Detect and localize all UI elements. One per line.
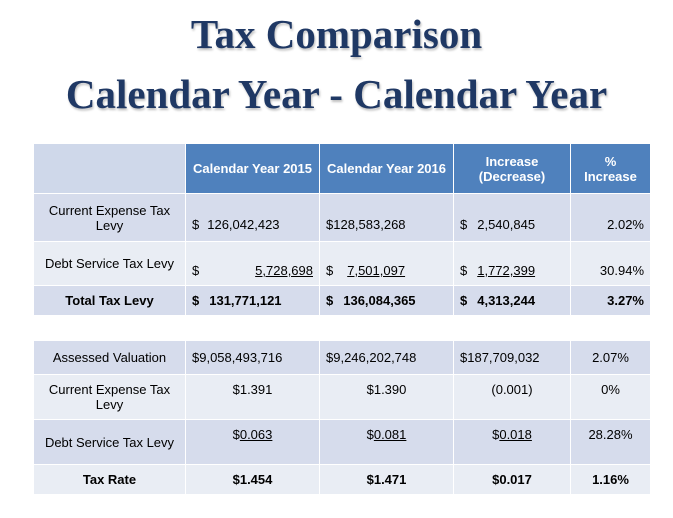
increase-cell: (0.001) bbox=[454, 375, 571, 420]
cy2015-cell: $1.454 bbox=[186, 465, 320, 495]
cy2015-cell: $9,058,493,716 bbox=[186, 341, 320, 375]
currency-symbol: $ bbox=[326, 293, 334, 308]
cy2016-cell: $0.081 bbox=[320, 420, 454, 465]
row-label: Total Tax Levy bbox=[34, 286, 186, 316]
cy2015-cell: $131,771,121 bbox=[186, 286, 320, 316]
amount-value: 0.018 bbox=[499, 427, 532, 442]
amount-value: 4,313,244 bbox=[477, 293, 536, 308]
currency-symbol: $ bbox=[232, 427, 240, 442]
pct-value: 30.94% bbox=[599, 263, 644, 278]
row-label: Debt Service Tax Levy bbox=[34, 420, 186, 465]
table-row: Debt Service Tax Levy $0.063 $0.081 $0.0… bbox=[34, 420, 651, 465]
currency-symbol: $ bbox=[192, 293, 200, 308]
cy2016-cell: $136,084,365 bbox=[320, 286, 454, 316]
amount-value: 2,540,845 bbox=[477, 217, 536, 232]
increase-cell: $2,540,845 bbox=[454, 194, 571, 242]
row-label: Current Expense Tax Levy bbox=[34, 194, 186, 242]
cy2016-cell: $1.471 bbox=[320, 465, 454, 495]
amount-value: 131,771,121 bbox=[209, 293, 282, 308]
pct-cell: 30.94% bbox=[571, 242, 651, 286]
amount-value: 0.081 bbox=[373, 427, 407, 442]
currency-symbol: $ bbox=[366, 427, 374, 442]
currency-symbol: $ bbox=[326, 263, 334, 278]
cy2016-cell: $7,501,097 bbox=[320, 242, 454, 286]
increase-cell: $1,772,399 bbox=[454, 242, 571, 286]
increase-cell: $0.017 bbox=[454, 465, 571, 495]
header-increase: Increase (Decrease) bbox=[454, 144, 571, 194]
cy2015-cell: $5,728,698 bbox=[186, 242, 320, 286]
table-row: Debt Service Tax Levy $5,728,698 $7,501,… bbox=[34, 242, 651, 286]
header-pct-increase: % Increase bbox=[571, 144, 651, 194]
pct-cell: 2.07% bbox=[571, 341, 651, 375]
table-row-total: Tax Rate $1.454 $1.471 $0.017 1.16% bbox=[34, 465, 651, 495]
row-label: Debt Service Tax Levy bbox=[34, 242, 186, 286]
pct-cell: 1.16% bbox=[571, 465, 651, 495]
cy2015-cell: $1.391 bbox=[186, 375, 320, 420]
row-label: Current Expense Tax Levy bbox=[34, 375, 186, 420]
pct-cell: 28.28% bbox=[571, 420, 651, 465]
currency-symbol: $ bbox=[460, 263, 468, 278]
cy2016-cell: $1.390 bbox=[320, 375, 454, 420]
pct-value: 2.02% bbox=[607, 217, 644, 232]
header-cy2016: Calendar Year 2016 bbox=[320, 144, 454, 194]
amount-value: 7,501,097 bbox=[347, 263, 406, 278]
tax-levy-table: Calendar Year 2015 Calendar Year 2016 In… bbox=[34, 144, 651, 316]
amount-value: 126,042,423 bbox=[207, 217, 280, 232]
tax-rate-table: Assessed Valuation $9,058,493,716 $9,246… bbox=[34, 341, 651, 495]
header-blank-cell bbox=[34, 144, 186, 194]
slide-title-line-1: Tax Comparison bbox=[190, 11, 483, 57]
currency-symbol: $ bbox=[192, 263, 200, 278]
amount-value: 5,728,698 bbox=[255, 263, 313, 278]
pct-cell: 3.27% bbox=[571, 286, 651, 316]
currency-symbol: $ bbox=[492, 427, 500, 442]
cy2016-cell: $128,583,268 bbox=[320, 194, 454, 242]
currency-symbol: $ bbox=[192, 217, 200, 232]
cy2015-cell: $0.063 bbox=[186, 420, 320, 465]
row-label: Tax Rate bbox=[34, 465, 186, 495]
slide-title-line-2: Calendar Year - Calendar Year bbox=[65, 71, 608, 117]
amount-value: 1,772,399 bbox=[477, 263, 536, 278]
increase-cell: $0.018 bbox=[454, 420, 571, 465]
table-row: Current Expense Tax Levy $1.391 $1.390 (… bbox=[34, 375, 651, 420]
header-row: Calendar Year 2015 Calendar Year 2016 In… bbox=[34, 144, 651, 194]
cy2016-cell: $9,246,202,748 bbox=[320, 341, 454, 375]
amount-value: 136,084,365 bbox=[343, 293, 416, 308]
row-label: Assessed Valuation bbox=[34, 341, 186, 375]
table-row: Assessed Valuation $9,058,493,716 $9,246… bbox=[34, 341, 651, 375]
currency-symbol: $ bbox=[460, 217, 468, 232]
pct-cell: 0% bbox=[571, 375, 651, 420]
table-row-total: Total Tax Levy $131,771,121 $136,084,365… bbox=[34, 286, 651, 316]
currency-symbol: $ bbox=[460, 293, 468, 308]
increase-cell: $187,709,032 bbox=[454, 341, 571, 375]
pct-cell: 2.02% bbox=[571, 194, 651, 242]
cy2015-cell: $126,042,423 bbox=[186, 194, 320, 242]
increase-cell: $4,313,244 bbox=[454, 286, 571, 316]
amount-value: 0.063 bbox=[239, 427, 273, 442]
table-row: Current Expense Tax Levy $126,042,423 $1… bbox=[34, 194, 651, 242]
header-cy2015: Calendar Year 2015 bbox=[186, 144, 320, 194]
amount-value: $128,583,268 bbox=[326, 217, 406, 232]
